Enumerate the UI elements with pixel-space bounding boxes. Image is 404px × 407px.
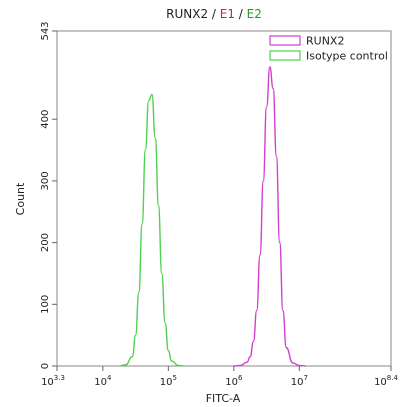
x-tick-label: 105 — [160, 374, 177, 388]
x-axis-ticks: 103.3 104 105 106 107 108.4 — [41, 366, 398, 388]
y-tick-label: 400 — [40, 110, 51, 129]
series-curve-isotype-control — [119, 93, 185, 367]
title-e1: E1 — [220, 7, 235, 21]
x-axis-label: FITC-A — [206, 392, 241, 405]
plot-area — [56, 30, 392, 367]
x-tick-label: 107 — [291, 374, 308, 388]
x-tick-label: 106 — [225, 374, 243, 388]
title-e2: E2 — [247, 7, 262, 21]
y-tick-label: 0 — [40, 363, 51, 369]
chart-title: RUNX2 / E1 / E2 — [166, 7, 262, 21]
y-tick-label: 100 — [40, 295, 51, 314]
legend-swatch — [269, 50, 301, 61]
y-tick-label: 300 — [40, 171, 51, 190]
legend-label: RUNX2 — [306, 35, 344, 48]
x-tick-label: 103.3 — [41, 374, 65, 388]
legend-swatch — [269, 35, 301, 46]
plot-frame — [56, 30, 392, 367]
legend: RUNX2 Isotype control — [269, 35, 388, 63]
series-curve-runx2 — [233, 66, 306, 367]
title-separator-2: / — [235, 7, 247, 21]
curves-layer — [119, 66, 306, 367]
y-tick-label: 200 — [40, 233, 51, 252]
title-prefix: RUNX2 — [166, 7, 208, 21]
y-axis-label: Count — [14, 182, 27, 215]
title-separator-1: / — [208, 7, 220, 21]
legend-label: Isotype control — [306, 50, 388, 63]
y-tick-label: 543 — [40, 21, 51, 40]
y-axis-ticks: 0 100 200 300 400 543 — [40, 21, 57, 369]
x-tick-label: 104 — [94, 374, 112, 388]
x-tick-label: 108.4 — [374, 374, 398, 388]
